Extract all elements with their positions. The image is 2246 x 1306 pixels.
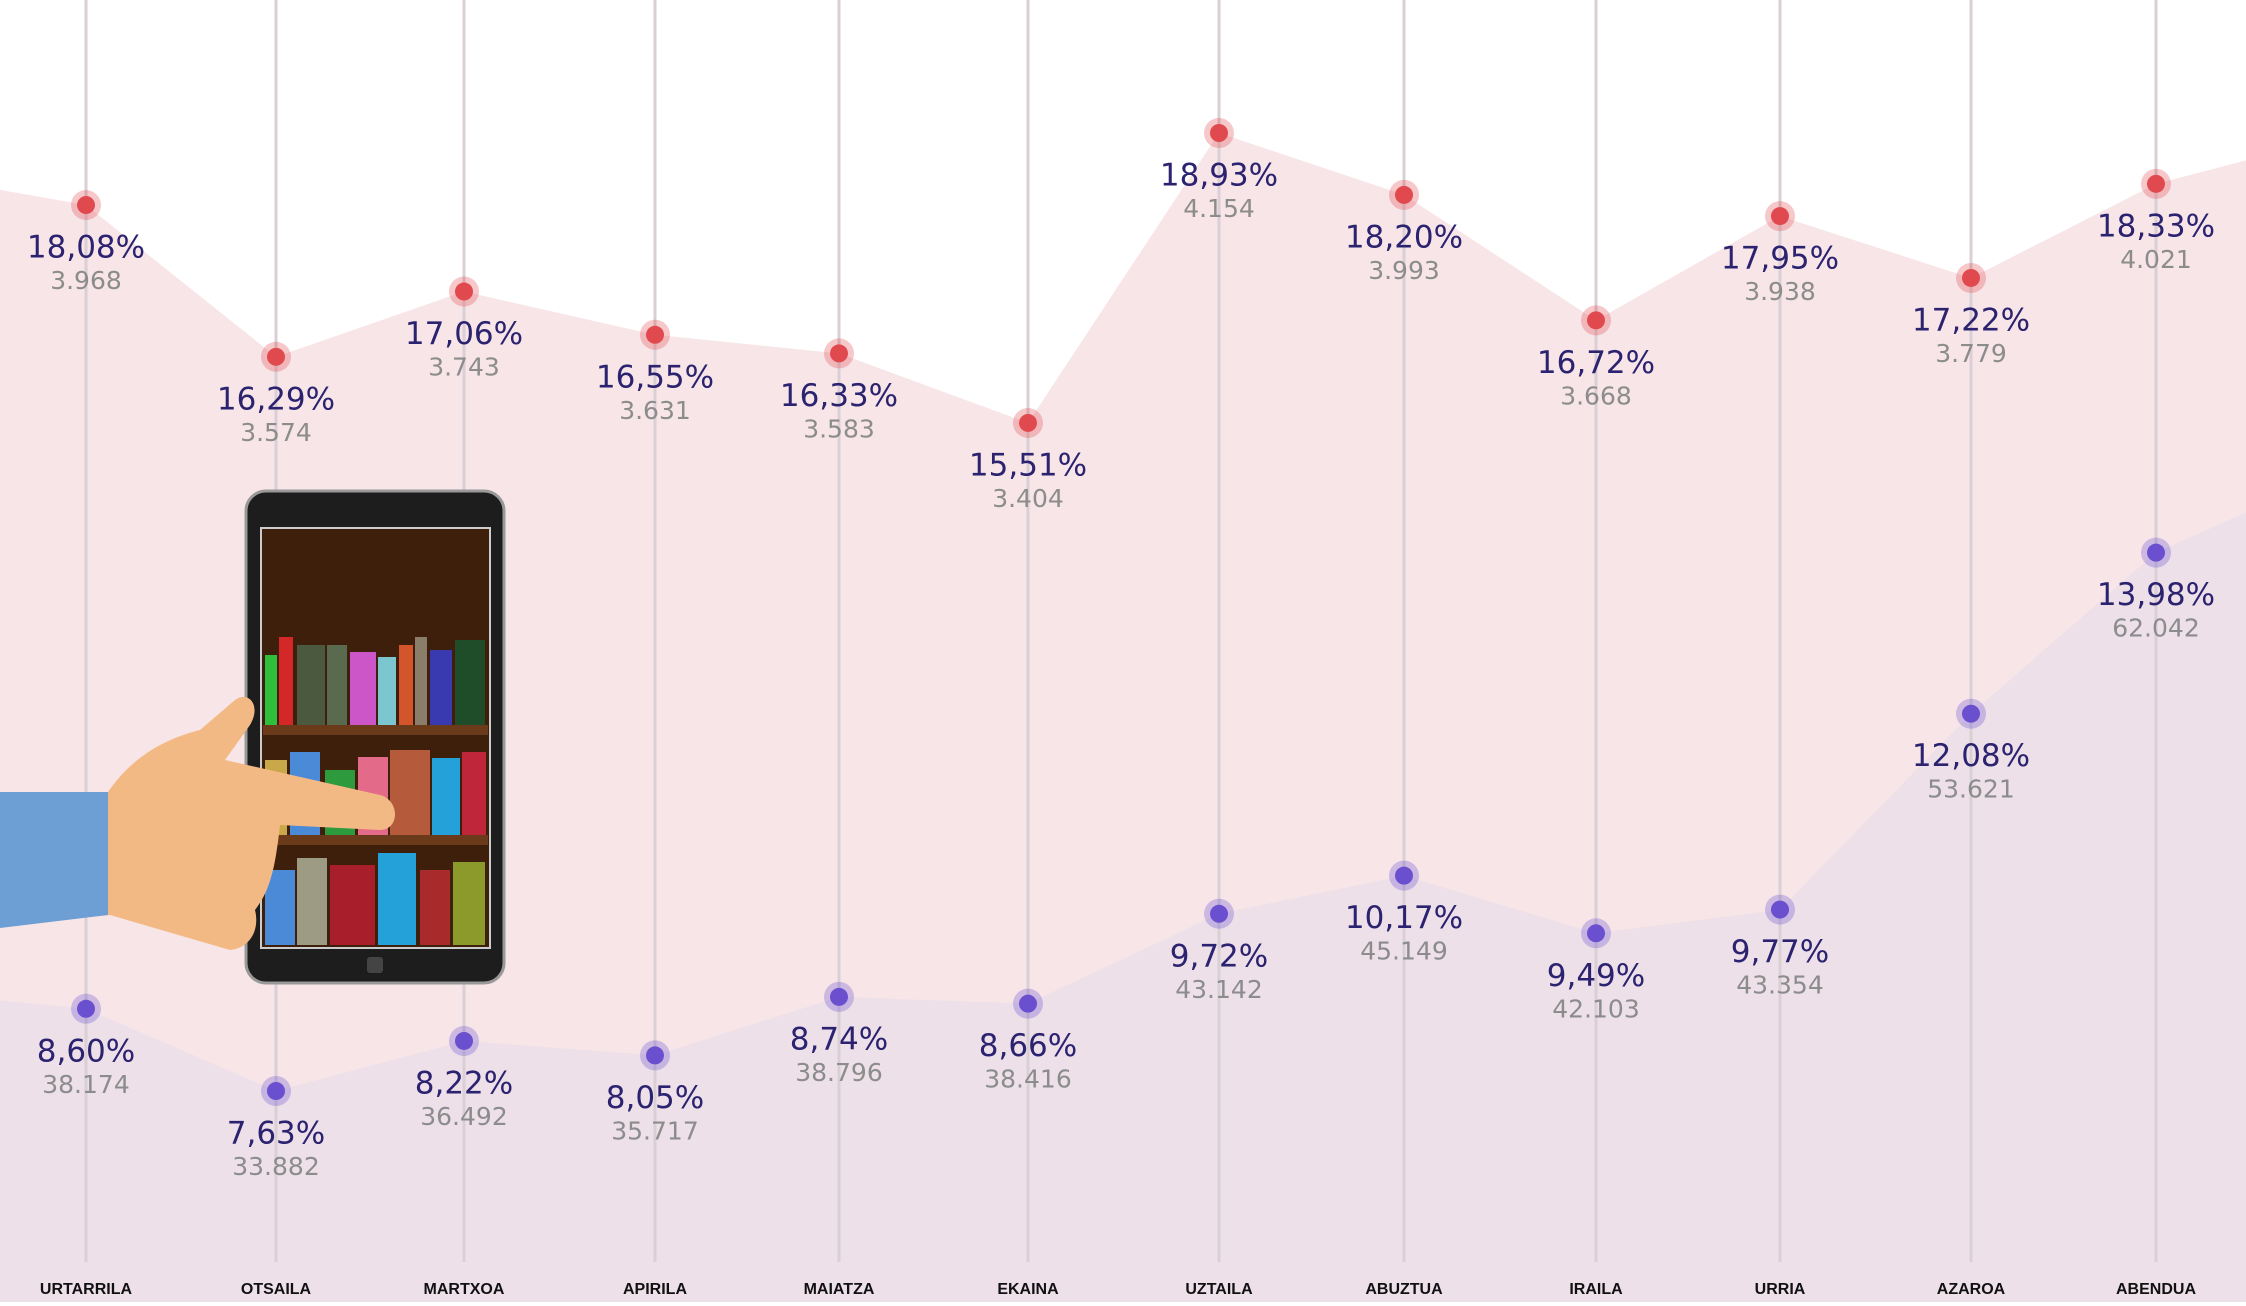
value-label: 8,66% <box>979 1028 1077 1064</box>
point <box>2147 175 2165 193</box>
point <box>1019 414 1037 432</box>
value-label: 12,08% <box>1912 738 2030 774</box>
x-tick-label: AZAROA <box>1937 1281 2006 1298</box>
home-button <box>367 957 383 973</box>
count-label: 36.492 <box>420 1102 507 1131</box>
value-label: 9,72% <box>1170 938 1268 974</box>
point <box>1962 269 1980 287</box>
count-label: 38.796 <box>795 1058 882 1087</box>
x-tick-label: APIRILA <box>623 1281 687 1298</box>
x-tick-label: URRIA <box>1755 1281 1806 1298</box>
x-tick-label: MARTXOA <box>424 1281 505 1298</box>
sleeve <box>0 792 108 928</box>
count-label: 42.103 <box>1552 994 1639 1023</box>
point <box>1771 207 1789 225</box>
count-label: 3.583 <box>803 414 875 443</box>
value-label: 18,20% <box>1345 219 1463 255</box>
point <box>1395 186 1413 204</box>
count-label: 45.149 <box>1360 937 1447 966</box>
value-label: 17,22% <box>1912 302 2030 338</box>
point <box>1395 867 1413 885</box>
value-label: 17,95% <box>1721 241 1839 277</box>
count-label: 43.142 <box>1175 975 1262 1004</box>
point <box>267 348 285 366</box>
value-label: 8,05% <box>606 1080 704 1116</box>
point <box>1210 124 1228 142</box>
count-label: 3.631 <box>619 396 691 425</box>
count-label: 3.993 <box>1368 256 1440 285</box>
value-label: 16,72% <box>1537 345 1655 381</box>
value-label: 15,51% <box>969 447 1087 483</box>
value-label: 18,08% <box>27 230 145 266</box>
point <box>830 988 848 1006</box>
point <box>1210 905 1228 923</box>
x-tick-label: MAIATZA <box>804 1281 875 1298</box>
value-label: 9,49% <box>1547 958 1645 994</box>
value-label: 13,98% <box>2097 577 2215 613</box>
count-label: 35.717 <box>611 1116 698 1145</box>
x-tick-label: IRAILA <box>1569 1281 1623 1298</box>
value-label: 10,17% <box>1345 900 1463 936</box>
count-label: 3.574 <box>240 418 312 447</box>
value-label: 16,29% <box>217 381 335 417</box>
chart: URTARRILA OTSAILA MARTXOA APIRILA MAIATZA EKA… <box>0 0 2246 1302</box>
point <box>646 1046 664 1064</box>
count-label: 43.354 <box>1736 971 1823 1000</box>
value-label: 16,33% <box>780 378 898 414</box>
count-label: 3.668 <box>1560 381 1632 410</box>
point <box>1587 311 1605 329</box>
count-label: 3.938 <box>1744 277 1816 306</box>
value-label: 16,55% <box>596 359 714 395</box>
point <box>1771 901 1789 919</box>
value-label: 17,06% <box>405 316 523 352</box>
shelf <box>263 835 488 845</box>
count-label: 38.174 <box>42 1070 129 1099</box>
count-label: 33.882 <box>232 1152 319 1181</box>
x-tick-label: OTSAILA <box>241 1281 312 1298</box>
count-label: 3.779 <box>1935 339 2007 368</box>
point <box>77 196 95 214</box>
point <box>455 1032 473 1050</box>
count-label: 62.042 <box>2112 614 2199 643</box>
count-label: 38.416 <box>984 1065 1071 1094</box>
count-label: 3.743 <box>428 353 500 382</box>
count-label: 3.404 <box>992 484 1064 513</box>
point <box>830 344 848 362</box>
value-label: 7,63% <box>227 1116 325 1152</box>
point <box>77 1000 95 1018</box>
value-label: 8,74% <box>790 1021 888 1057</box>
shelf <box>263 725 488 735</box>
x-tick-label: ABENDUA <box>2116 1281 2196 1298</box>
point <box>2147 544 2165 562</box>
x-tick-label: URTARRILA <box>40 1281 133 1298</box>
point <box>267 1082 285 1100</box>
count-label: 4.154 <box>1183 194 1255 223</box>
x-tick-label: ABUZTUA <box>1365 1281 1443 1298</box>
x-tick-label: EKAINA <box>997 1281 1059 1298</box>
count-label: 4.021 <box>2120 245 2192 274</box>
value-label: 18,33% <box>2097 208 2215 244</box>
point <box>1587 924 1605 942</box>
point <box>1019 995 1037 1013</box>
value-label: 8,22% <box>415 1065 513 1101</box>
point <box>455 283 473 301</box>
value-label: 18,93% <box>1160 158 1278 194</box>
point <box>646 326 664 344</box>
value-label: 9,77% <box>1731 934 1829 970</box>
point <box>1962 705 1980 723</box>
x-tick-label: UZTAILA <box>1185 1281 1253 1298</box>
count-label: 53.621 <box>1927 775 2014 804</box>
count-label: 3.968 <box>50 266 122 295</box>
value-label: 8,60% <box>37 1033 135 1069</box>
